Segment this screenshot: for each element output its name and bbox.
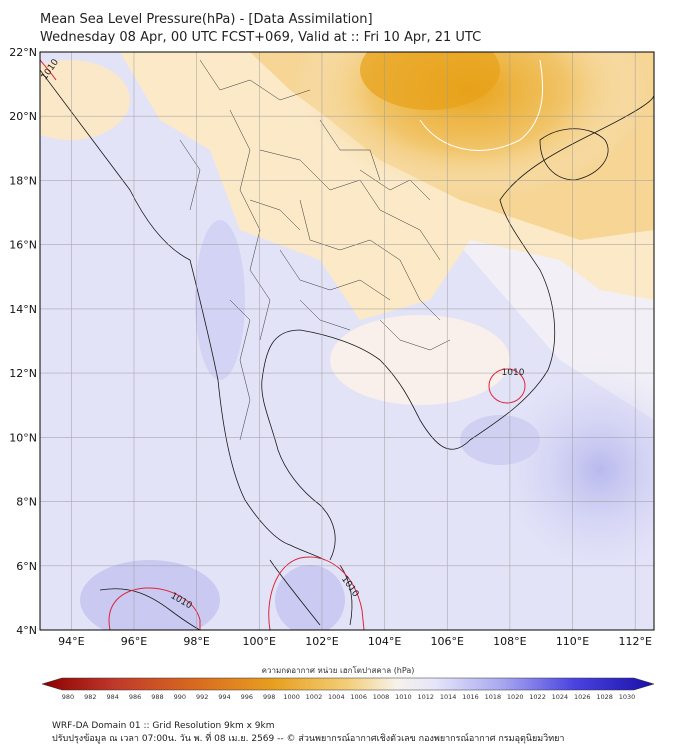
colorbar-tick-label: 1016: [462, 693, 479, 701]
colorbar-tick-label: 1022: [529, 693, 546, 701]
colorbar-tick-label: 988: [151, 693, 163, 701]
colorbar-tick-label: 982: [84, 693, 96, 701]
colorbar-tick-label: 994: [218, 693, 230, 701]
isobars-white: [419, 59, 544, 151]
longitude-label: 96°E: [121, 635, 147, 648]
colorbar-tick-label: 990: [174, 693, 186, 701]
peninsula-coastline: [269, 559, 353, 626]
footer-model-info: WRF-DA Domain 01 :: Grid Resolution 9km …: [52, 721, 275, 731]
isobar-1010-southwest: [108, 587, 201, 630]
sumatra-coastline: [99, 588, 201, 630]
west-coastline: [40, 69, 326, 561]
longitude-label: 112°E: [618, 635, 651, 648]
pressure-field: [40, 52, 654, 630]
colorbar-tick-label: 996: [241, 693, 253, 701]
colorbar-tick-label: 1000: [283, 693, 300, 701]
colorbar-tick-label: 1028: [596, 693, 613, 701]
colorbar-tick-label: 1030: [619, 693, 636, 701]
longitude-label: 104°E: [368, 635, 401, 648]
longitude-label: 110°E: [556, 635, 589, 648]
isobars: [40, 59, 526, 630]
colorbar-tick-label: 1004: [328, 693, 345, 701]
colorbar-tick-label: 1006: [350, 693, 367, 701]
longitude-label: 100°E: [243, 635, 276, 648]
graticule: [40, 52, 654, 630]
isobar-1010-northwest: [40, 59, 57, 81]
colorbar-tick-label: 1014: [440, 693, 457, 701]
colorbar-tick-label: 992: [196, 693, 208, 701]
latitude-label: 22°N: [9, 46, 37, 59]
colorbar: 980 982 984 986 988 990 992 994 996 998 1000 1002 10…: [41, 677, 655, 701]
colorbar-ticks: 980 982 984 986 988 990 992 994 996 998 1000 1002 10…: [62, 693, 635, 701]
footer-credit: ปรับปรุงข้อมูล ณ เวลา 07:00น. วัน พ. ที่…: [52, 734, 565, 744]
latitude-label: 16°N: [9, 239, 37, 252]
colorbar-tick-label: 984: [107, 693, 119, 701]
latitude-label: 6°N: [16, 560, 37, 573]
gulf-coastline: [261, 94, 654, 561]
map-frame: [39, 51, 655, 631]
latitude-label: 20°N: [9, 110, 37, 123]
colorbar-tick-label: 1020: [507, 693, 524, 701]
longitude-labels: 94°E 96°E 98°E 100°E 102°E 104°E 106°E 108°E 110…: [58, 635, 652, 648]
colorbar-tick-label: 1024: [552, 693, 569, 701]
longitude-label: 108°E: [493, 635, 526, 648]
colorbar-tick-label: 986: [129, 693, 141, 701]
colorbar-tick-label: 1010: [395, 693, 412, 701]
colorbar-tick-label: 998: [263, 693, 275, 701]
latitude-label: 4°N: [16, 624, 37, 637]
map-subtitle: Wednesday 08 Apr, 00 UTC FCST+069, Valid…: [40, 30, 482, 45]
isobar-1010-south: [268, 556, 365, 630]
colorbar-title: ความกดอากาศ หน่วย เฮกโตปาสคาล (hPa): [261, 666, 415, 675]
longitude-label: 98°E: [183, 635, 209, 648]
latitude-label: 18°N: [9, 174, 37, 187]
province-borders: [179, 59, 451, 441]
latitude-label: 14°N: [9, 303, 37, 316]
colorbar-tick-label: 1026: [574, 693, 591, 701]
colorbar-tick-label: 1008: [373, 693, 390, 701]
longitude-label: 94°E: [58, 635, 84, 648]
isobar-1010-east: [488, 368, 526, 404]
colorbar-bar: [41, 677, 655, 691]
latitude-label: 12°N: [9, 367, 37, 380]
latitude-label: 8°N: [16, 496, 37, 509]
coastlines: [40, 69, 654, 630]
latitude-labels: 22°N 20°N 18°N 16°N 14°N 12°N 10°N 8°N 6°N 4°N: [9, 46, 37, 637]
longitude-label: 106°E: [431, 635, 464, 648]
colorbar-tick-label: 1012: [417, 693, 434, 701]
longitude-label: 102°E: [305, 635, 338, 648]
colorbar-tick-label: 1002: [306, 693, 323, 701]
latitude-label: 10°N: [9, 431, 37, 444]
island-hainan: [539, 128, 609, 181]
map-title: Mean Sea Level Pressure(hPa) - [Data Ass…: [40, 12, 373, 27]
colorbar-tick-label: 980: [62, 693, 74, 701]
colorbar-tick-label: 1018: [485, 693, 502, 701]
